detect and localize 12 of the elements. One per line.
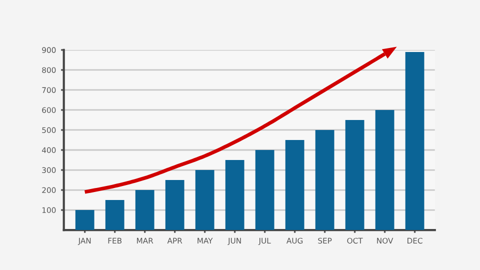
- bar: [105, 200, 124, 230]
- bar: [135, 190, 154, 230]
- bar: [315, 130, 334, 230]
- bar: [405, 52, 424, 230]
- bar: [255, 150, 274, 230]
- bar: [285, 140, 304, 230]
- bar: [225, 160, 244, 230]
- bar: [345, 120, 364, 230]
- bar: [195, 170, 214, 230]
- bar: [75, 210, 94, 230]
- bar: [165, 180, 184, 230]
- bar: [375, 110, 394, 230]
